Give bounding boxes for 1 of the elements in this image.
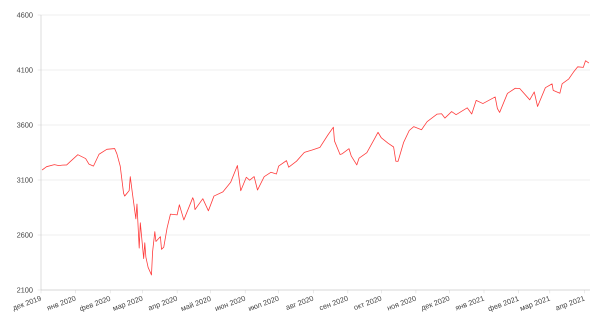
line-series	[42, 60, 590, 276]
